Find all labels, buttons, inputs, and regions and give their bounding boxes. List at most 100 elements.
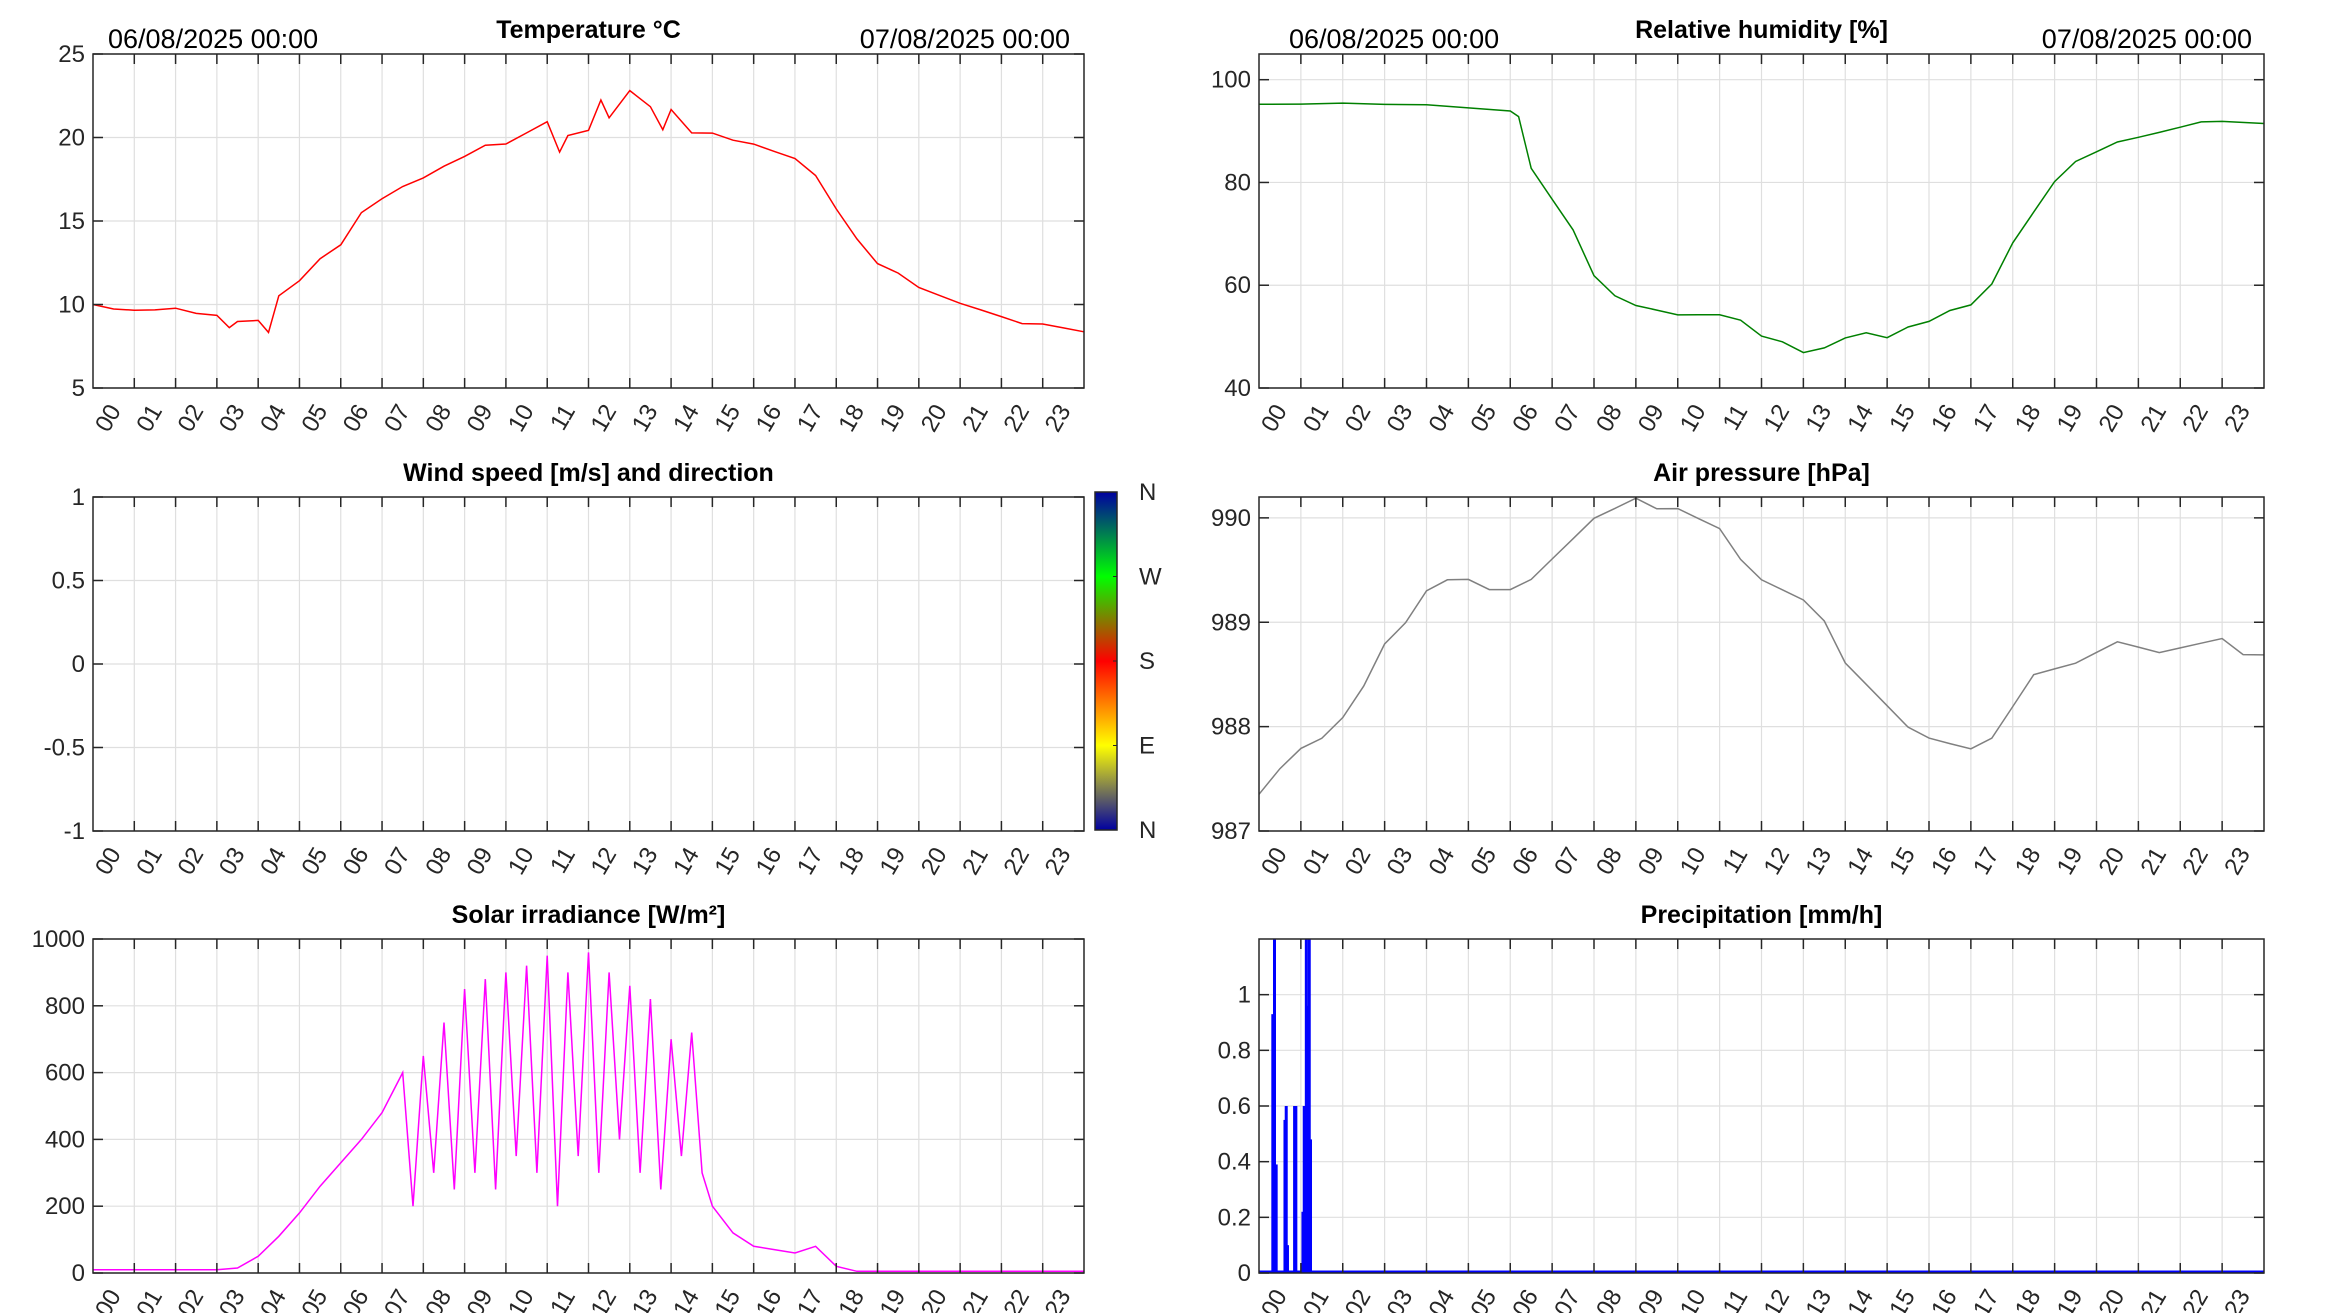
temperature-title: Temperature °C — [496, 16, 681, 44]
y-tick-label: 0.6 — [1218, 1093, 1251, 1120]
y-tick-label: 20 — [58, 125, 85, 152]
x-tick-label: 03 — [1382, 843, 1419, 880]
start-date-right: 06/08/2025 00:00 — [1289, 24, 1499, 54]
y-tick-label: 0.2 — [1218, 1204, 1251, 1231]
y-tick-label: 989 — [1211, 609, 1251, 636]
start-date-left: 06/08/2025 00:00 — [108, 24, 318, 54]
y-tick-label: 0.4 — [1218, 1149, 1251, 1176]
x-tick-label: 22 — [2177, 1285, 2214, 1313]
x-tick-label: 04 — [255, 400, 292, 437]
y-tick-label: 0 — [1238, 1260, 1251, 1287]
precipitation-bar — [1285, 1245, 1289, 1273]
x-tick-label: 03 — [1382, 400, 1419, 437]
x-tick-label: 13 — [1800, 1285, 1837, 1313]
y-tick-label: 1 — [72, 484, 85, 511]
x-tick-label: 19 — [875, 1285, 912, 1313]
y-tick-label: 987 — [1211, 818, 1251, 845]
precipitation-bar — [1294, 1106, 1298, 1273]
x-tick-label: 16 — [1926, 843, 1963, 880]
y-tick-label: 0.8 — [1218, 1037, 1251, 1064]
x-tick-label: 21 — [957, 1285, 994, 1313]
x-tick-label: 01 — [131, 400, 168, 437]
humidity-title: Relative humidity [%] — [1635, 16, 1888, 44]
x-tick-label: 20 — [2094, 400, 2131, 437]
x-tick-label: 20 — [916, 1285, 953, 1313]
x-tick-label: 10 — [1675, 400, 1712, 437]
x-tick-label: 11 — [545, 1285, 581, 1313]
x-tick-label: 21 — [2135, 1285, 2172, 1313]
precipitation-bar — [1271, 1014, 1275, 1273]
x-tick-label: 23 — [1040, 1285, 1077, 1313]
x-tick-label: 22 — [998, 400, 1035, 437]
x-tick-label: 02 — [173, 400, 210, 437]
x-tick-label: 09 — [462, 400, 499, 437]
x-tick-label: 13 — [627, 400, 664, 437]
x-tick-label: 18 — [833, 400, 870, 437]
x-tick-label: 18 — [833, 843, 870, 880]
y-tick-label: 400 — [45, 1126, 85, 1153]
x-tick-label: 02 — [173, 1285, 210, 1313]
x-tick-label: 09 — [462, 843, 499, 880]
x-tick-label: 05 — [1465, 400, 1502, 437]
x-tick-label: 04 — [255, 1285, 292, 1313]
y-tick-label: 1000 — [32, 926, 85, 953]
pressure-chart: 987 988 989 990 00 01 02 03 04 05 06 07 08 09 10 11 12 13… — [1211, 459, 2265, 880]
x-tick-label: 14 — [1842, 400, 1879, 437]
x-tick-label: 08 — [1591, 843, 1628, 880]
x-tick-label: 07 — [1549, 843, 1586, 880]
colorbar-label: S — [1139, 648, 1155, 675]
x-tick-label: 04 — [1424, 1285, 1461, 1313]
x-tick-label: 14 — [668, 843, 705, 880]
precipitation-chart: 0 0.2 0.4 0.6 0.8 1 00 01 02 03 04 05 06 07 08 09 10 11 12… — [1218, 901, 2265, 1313]
x-tick-label: 05 — [296, 843, 333, 880]
x-tick-label: 11 — [545, 843, 581, 878]
x-tick-label: 22 — [998, 843, 1035, 880]
x-tick-label: 01 — [1298, 1285, 1335, 1313]
x-tick-label: 18 — [833, 1285, 870, 1313]
x-tick-label: 21 — [957, 400, 994, 437]
x-tick-label: 18 — [2010, 400, 2047, 437]
x-tick-label: 17 — [792, 400, 829, 437]
x-tick-label: 08 — [1591, 400, 1628, 437]
x-tick-label: 08 — [1591, 1285, 1628, 1313]
x-tick-label: 01 — [1298, 843, 1335, 880]
x-tick-label: 11 — [1718, 400, 1754, 435]
colorbar-label: W — [1139, 564, 1162, 591]
y-tick-label: -1 — [64, 818, 85, 845]
x-tick-label: 06 — [1507, 400, 1544, 437]
x-tick-label: 12 — [586, 1285, 623, 1313]
x-tick-label: 16 — [1926, 1285, 1963, 1313]
x-tick-label: 07 — [379, 843, 416, 880]
solar-series-line — [93, 952, 1084, 1273]
x-tick-label: 13 — [627, 1285, 664, 1313]
x-tick-label: 05 — [1465, 1285, 1502, 1313]
x-tick-label: 00 — [90, 1285, 127, 1313]
x-tick-label: 09 — [1633, 843, 1670, 880]
x-tick-label: 23 — [2219, 400, 2256, 437]
y-tick-label: 200 — [45, 1193, 85, 1220]
y-tick-label: 5 — [72, 375, 85, 402]
x-tick-label: 11 — [1718, 1285, 1754, 1313]
x-tick-label: 08 — [420, 400, 457, 437]
x-tick-label: 00 — [1256, 1285, 1293, 1313]
x-tick-label: 01 — [131, 843, 168, 880]
colorbar-label: N — [1139, 479, 1156, 506]
x-tick-label: 15 — [1884, 843, 1921, 880]
x-tick-label: 06 — [1507, 843, 1544, 880]
x-tick-label: 10 — [503, 1285, 540, 1313]
x-tick-label: 09 — [1633, 1285, 1670, 1313]
x-tick-label: 15 — [1884, 400, 1921, 437]
x-tick-label: 17 — [1968, 1285, 2005, 1313]
x-tick-label: 06 — [338, 843, 375, 880]
x-tick-label: 05 — [296, 400, 333, 437]
y-tick-label: 0.5 — [52, 568, 85, 595]
x-tick-label: 12 — [586, 400, 623, 437]
x-tick-label: 02 — [1340, 1285, 1377, 1313]
humidity-series-line — [1258, 102, 2265, 354]
x-tick-label: 07 — [379, 1285, 416, 1313]
colorbar-label: N — [1139, 817, 1156, 844]
y-tick-label: 15 — [58, 208, 85, 235]
x-tick-label: 12 — [1759, 400, 1796, 437]
